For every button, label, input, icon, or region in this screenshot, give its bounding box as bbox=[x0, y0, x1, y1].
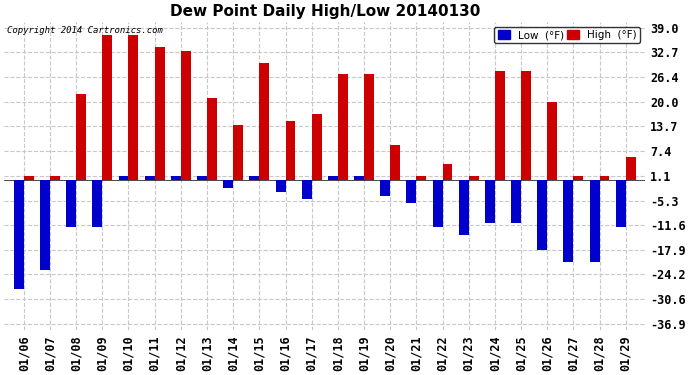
Bar bbox=[76, 94, 86, 180]
Bar bbox=[416, 176, 426, 180]
Text: Copyright 2014 Cartronics.com: Copyright 2014 Cartronics.com bbox=[8, 26, 164, 35]
Bar bbox=[50, 176, 60, 180]
Bar bbox=[249, 176, 259, 180]
Bar bbox=[626, 156, 635, 180]
Bar bbox=[547, 102, 557, 180]
Bar bbox=[171, 176, 181, 180]
Bar bbox=[485, 180, 495, 223]
Bar bbox=[521, 70, 531, 180]
Bar bbox=[155, 47, 165, 180]
Bar bbox=[181, 51, 190, 180]
Legend: Low  (°F), High  (°F): Low (°F), High (°F) bbox=[495, 27, 640, 44]
Bar bbox=[459, 180, 469, 235]
Bar bbox=[275, 180, 286, 192]
Bar bbox=[259, 63, 269, 180]
Bar bbox=[197, 176, 207, 180]
Bar bbox=[23, 176, 34, 180]
Bar bbox=[600, 176, 609, 180]
Bar bbox=[233, 125, 243, 180]
Bar bbox=[286, 122, 295, 180]
Title: Dew Point Daily High/Low 20140130: Dew Point Daily High/Low 20140130 bbox=[170, 4, 480, 19]
Bar bbox=[66, 180, 76, 227]
Bar bbox=[92, 180, 102, 227]
Bar bbox=[312, 114, 322, 180]
Bar bbox=[564, 180, 573, 262]
Bar bbox=[380, 180, 390, 196]
Bar bbox=[128, 35, 139, 180]
Bar bbox=[338, 75, 348, 180]
Bar bbox=[469, 176, 479, 180]
Bar bbox=[223, 180, 233, 188]
Bar bbox=[14, 180, 23, 290]
Bar bbox=[40, 180, 50, 270]
Bar bbox=[302, 180, 312, 200]
Bar bbox=[573, 176, 583, 180]
Bar bbox=[145, 176, 155, 180]
Bar bbox=[390, 145, 400, 180]
Bar bbox=[511, 180, 521, 223]
Bar bbox=[102, 35, 112, 180]
Bar bbox=[354, 176, 364, 180]
Bar bbox=[207, 98, 217, 180]
Bar bbox=[328, 176, 338, 180]
Bar bbox=[615, 180, 626, 227]
Bar bbox=[589, 180, 600, 262]
Bar bbox=[433, 180, 442, 227]
Bar bbox=[538, 180, 547, 250]
Bar bbox=[442, 164, 453, 180]
Bar bbox=[495, 70, 505, 180]
Bar bbox=[406, 180, 416, 203]
Bar bbox=[364, 75, 374, 180]
Bar bbox=[119, 176, 128, 180]
